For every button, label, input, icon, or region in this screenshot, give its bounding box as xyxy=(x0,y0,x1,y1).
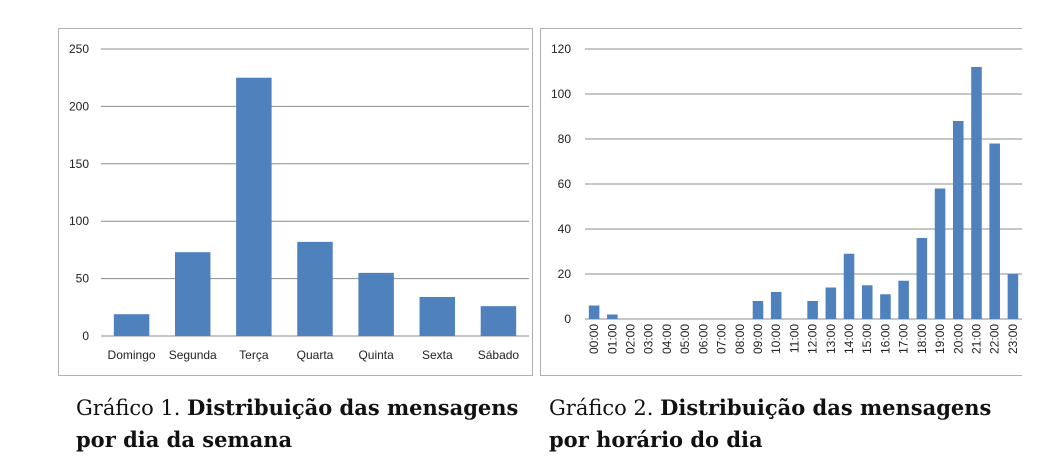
hourly-x-tick-label: 19:00 xyxy=(933,324,947,354)
hourly-x-tick-label: 02:00 xyxy=(624,324,638,354)
weekday-y-tick-label: 150 xyxy=(69,157,89,171)
hourly-y-tick-label: 20 xyxy=(558,267,572,281)
hourly-bar xyxy=(971,67,982,319)
hourly-bar xyxy=(607,314,618,319)
weekday-bar xyxy=(113,314,150,336)
weekday-y-tick-label: 50 xyxy=(76,272,90,286)
weekday-x-tick-label: Domingo xyxy=(108,348,156,362)
hourly-x-tick-label: 03:00 xyxy=(642,324,656,354)
hourly-x-tick-label: 18:00 xyxy=(915,324,929,354)
hourly-y-tick-label: 80 xyxy=(558,132,572,146)
weekday-x-tick-label: Segunda xyxy=(169,348,217,362)
weekday-y-tick-label: 200 xyxy=(69,99,89,113)
hourly-x-tick-label: 12:00 xyxy=(806,324,820,354)
chart1-caption-title-line2: por dia da semana xyxy=(76,427,293,452)
hourly-y-tick-label: 60 xyxy=(558,177,572,191)
weekday-bar xyxy=(236,77,272,336)
chart2-caption-prefix: Gráfico 2. xyxy=(549,396,661,420)
hourly-x-tick-label: 16:00 xyxy=(878,324,892,354)
weekday-y-tick-label: 0 xyxy=(82,329,89,343)
hourly-y-tick-label: 40 xyxy=(558,222,572,236)
hourly-bar xyxy=(752,301,764,319)
hourly-bar xyxy=(861,285,873,319)
weekday-x-tick-label: Terça xyxy=(239,348,269,362)
hourly-chart-frame: 0 20 40 60 80 100 120 00:00 01:00 02:00 03:00 04:00… xyxy=(540,28,1022,376)
hourly-bar xyxy=(1007,274,1019,319)
hourly-bar xyxy=(843,253,855,319)
chart1-caption-title-line1: Distribuição das mensagens xyxy=(187,395,519,420)
weekday-x-tick-label: Sábado xyxy=(478,348,520,362)
chart2-caption-title-line2: por horário do dia xyxy=(549,427,763,452)
weekday-x-tick-label: Sexta xyxy=(422,348,453,362)
hourly-bar xyxy=(825,287,837,319)
hourly-x-tick-label: 15:00 xyxy=(860,324,874,354)
weekday-bar xyxy=(358,272,394,336)
hourly-x-tick-label: 00:00 xyxy=(587,324,601,354)
hourly-x-tick-label: 13:00 xyxy=(824,324,838,354)
hourly-x-tick-label: 04:00 xyxy=(660,324,674,354)
hourly-bar-chart: 0 20 40 60 80 100 120 00:00 01:00 02:00 03:00 04:00… xyxy=(551,42,1022,354)
hourly-x-tick-label: 20:00 xyxy=(951,324,965,354)
hourly-bar xyxy=(934,188,946,319)
chart2-caption-title-line1: Distribuição das mensagens xyxy=(660,395,992,420)
hourly-y-tick-label: 120 xyxy=(551,42,571,56)
hourly-bar xyxy=(989,143,1000,319)
weekday-y-tick-label: 100 xyxy=(69,214,89,228)
hourly-x-tick-label: 17:00 xyxy=(897,324,911,354)
hourly-x-tick-label: 09:00 xyxy=(751,324,765,354)
hourly-x-tick-label: 22:00 xyxy=(988,324,1002,354)
hourly-x-tick-label: 21:00 xyxy=(969,324,983,354)
hourly-bar xyxy=(952,121,964,319)
weekday-bar xyxy=(480,306,517,336)
hourly-x-tick-label: 01:00 xyxy=(605,324,619,354)
weekday-x-tick-label: Quinta xyxy=(358,348,394,362)
hourly-x-tick-label: 05:00 xyxy=(678,324,692,354)
hourly-x-tick-label: 23:00 xyxy=(1006,324,1020,354)
weekday-bar xyxy=(174,252,211,336)
hourly-y-tick-label: 0 xyxy=(564,312,571,326)
chart1-caption: Gráfico 1. Distribuição das mensagens po… xyxy=(76,392,536,456)
weekday-bar-chart: 0 50 100 150 200 250 Domingo Segunda Terça Quarta… xyxy=(69,42,529,362)
weekday-chart-frame: 0 50 100 150 200 250 Domingo Segunda Terça Quarta… xyxy=(58,28,533,376)
hourly-bar xyxy=(770,292,782,319)
weekday-y-tick-label: 250 xyxy=(69,42,89,56)
hourly-x-tick-label: 11:00 xyxy=(787,324,801,353)
hourly-x-tick-label: 10:00 xyxy=(769,324,783,354)
weekday-bar xyxy=(419,296,456,336)
chart2-caption: Gráfico 2. Distribuição das mensagens po… xyxy=(549,392,1029,456)
chart1-caption-prefix: Gráfico 1. xyxy=(76,396,188,420)
hourly-x-tick-label: 08:00 xyxy=(733,324,747,354)
hourly-bar xyxy=(588,305,600,319)
hourly-x-tick-label: 07:00 xyxy=(715,324,729,354)
hourly-bar xyxy=(898,280,909,319)
hourly-x-tick-label: 14:00 xyxy=(842,324,856,354)
weekday-x-tick-label: Quarta xyxy=(297,348,334,362)
hourly-bar xyxy=(807,301,818,319)
hourly-y-tick-label: 100 xyxy=(551,87,571,101)
hourly-bar xyxy=(880,294,891,319)
hourly-bar xyxy=(916,238,928,319)
weekday-bar xyxy=(297,241,333,336)
hourly-x-tick-label: 06:00 xyxy=(696,324,710,354)
